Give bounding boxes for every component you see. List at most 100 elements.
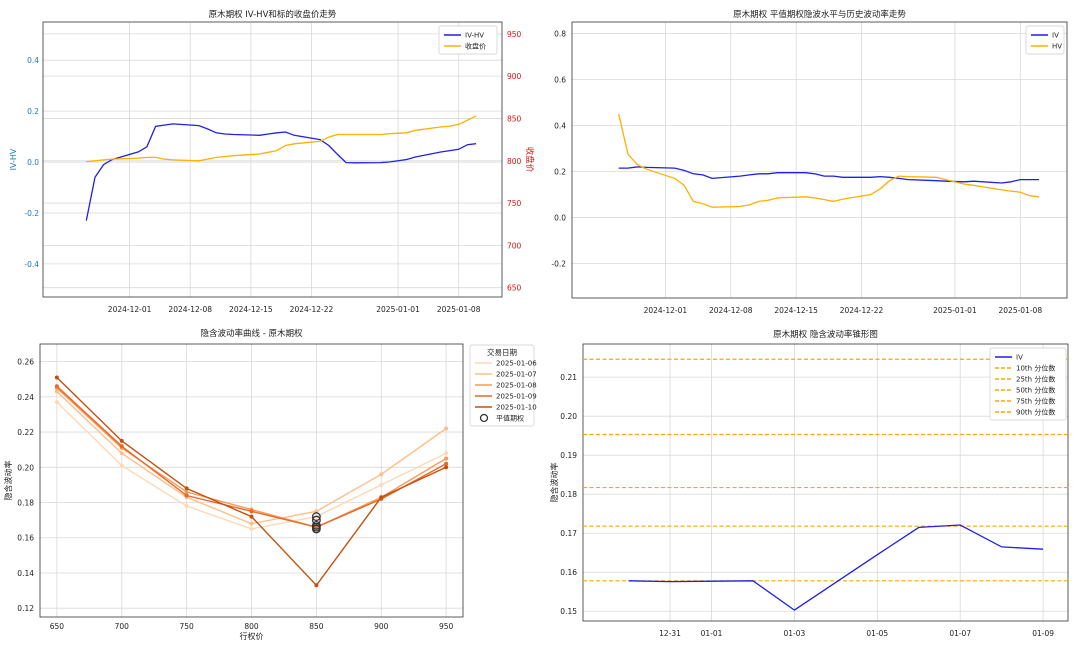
y-tick-label: 0.16 <box>560 568 577 577</box>
x-tick-label: 2024-12-15 <box>774 306 818 315</box>
smile-point <box>249 521 254 526</box>
legend-label: 2025-01-06 <box>496 360 537 368</box>
y-tick-label: 0.26 <box>17 358 34 367</box>
x-tick-label: 01-05 <box>866 629 888 638</box>
x-axis-label: 行权价 <box>240 631 264 641</box>
x-tick-label: 2024-12-01 <box>644 306 688 315</box>
legend-label: 90th 分位数 <box>1016 408 1055 417</box>
smile-point <box>249 514 254 519</box>
atm-marker <box>311 512 321 522</box>
y-axis-label: 隐含波动率 <box>549 463 559 503</box>
y-right-tick-label: 750 <box>507 199 522 208</box>
x-tick-label: 750 <box>179 622 194 631</box>
x-tick-label: 2024-12-08 <box>168 305 212 314</box>
legend-marker <box>479 413 489 423</box>
y-tick-label: 0.4 <box>554 122 566 131</box>
y-tick-label: 0.14 <box>17 569 34 578</box>
legend-box <box>438 25 498 55</box>
smile-point <box>444 456 449 461</box>
legend-label: 25th 分位数 <box>1016 375 1055 384</box>
series-line-iv <box>618 166 1039 184</box>
smile-point <box>379 482 384 487</box>
plot-frame <box>571 21 1068 299</box>
smile-point <box>184 486 189 491</box>
y-right-tick-label: 950 <box>507 30 522 39</box>
smile-point <box>119 451 124 456</box>
y-tick-label: 0.0 <box>554 214 566 223</box>
y-tick-label: 0.2 <box>27 107 39 116</box>
smile-point <box>379 472 384 477</box>
y-tick-label: 0.8 <box>554 30 566 39</box>
y-tick-label: -0.2 <box>24 209 39 218</box>
x-tick-label: 01-03 <box>784 629 806 638</box>
chart-title: 原木期权 隐含波动率锥形图 <box>773 329 878 340</box>
x-tick-label: 2024-12-22 <box>840 306 884 315</box>
y-tick-label: -0.2 <box>551 260 566 269</box>
y-tick-label: 0.20 <box>560 412 577 421</box>
y-tick-label: 0.15 <box>560 607 577 616</box>
y-tick-label: 0.19 <box>560 451 577 460</box>
series-line-hv <box>618 113 1040 208</box>
y-axis-label: IV-HV <box>9 148 18 170</box>
smile-point <box>54 389 59 394</box>
series-line-iv-hv <box>85 123 477 221</box>
y-right-tick-label: 850 <box>507 114 522 123</box>
smile-point <box>444 426 449 431</box>
series-line-close <box>86 115 477 163</box>
y-tick-label: 0.20 <box>17 463 34 472</box>
x-tick-label: 650 <box>50 622 65 631</box>
y-axis-label: 隐含波动率 <box>3 461 13 501</box>
x-tick-label: 2024-12-01 <box>108 305 152 314</box>
legend-label: 收盘价 <box>465 42 486 51</box>
legend-label: 2025-01-10 <box>496 404 537 412</box>
legend-box <box>1025 25 1065 55</box>
smile-point <box>314 583 319 588</box>
y-tick-label: 0.2 <box>554 168 566 177</box>
y-tick-label: 0.16 <box>17 534 34 543</box>
x-tick-label: 2024-12-08 <box>709 306 753 315</box>
x-tick-label: 800 <box>244 622 259 631</box>
x-tick-label: 2025-01-01 <box>376 305 420 314</box>
y-tick-label: -0.4 <box>24 260 39 269</box>
legend-box <box>989 347 1067 421</box>
x-tick-label: 950 <box>439 622 454 631</box>
y-right-axis-label: 收盘价 <box>524 147 535 173</box>
chart-title: 隐含波动率曲线 - 原木期权 <box>201 328 303 339</box>
smile-point <box>184 489 189 494</box>
series-line-iv <box>628 524 1044 611</box>
smile-point <box>314 525 319 530</box>
y-right-tick-label: 700 <box>507 241 522 250</box>
legend-label: IV-HV <box>465 32 484 40</box>
smile-point <box>184 493 189 498</box>
legend-label: HV <box>1052 43 1062 51</box>
chart-title: 原木期权 平值期权隐波水平与历史波动率走势 <box>733 9 906 20</box>
smile-point <box>119 438 124 443</box>
smile-point <box>184 504 189 509</box>
legend-label: 75th 分位数 <box>1016 397 1055 406</box>
legend-label: 2025-01-09 <box>496 393 537 401</box>
smile-point <box>54 384 59 389</box>
smile-point <box>379 495 384 500</box>
smile-point <box>444 465 449 470</box>
smile-point <box>119 463 124 468</box>
legend-label: IV <box>1052 32 1059 40</box>
x-tick-label: 2025-01-08 <box>999 306 1043 315</box>
legend-label: IV <box>1016 354 1023 362</box>
x-tick-label: 850 <box>309 622 324 631</box>
x-tick-label: 12-31 <box>659 629 681 638</box>
panel-iv-vs-hv: -0.2 0.0 0.2 0.4 0.6 0.8 2024-12-01 2024-12-08 2… <box>551 9 1068 315</box>
smile-point <box>54 375 59 380</box>
smile-point <box>54 400 59 405</box>
plot-frame <box>42 21 503 298</box>
legend-label: 10th 分位数 <box>1016 364 1055 373</box>
x-tick-label: 2025-01-01 <box>933 306 977 315</box>
legend-box <box>469 344 535 427</box>
x-tick-label: 01-07 <box>949 629 971 638</box>
atm-marker <box>311 522 321 532</box>
panel-vol-smile: 0.12 0.14 0.16 0.18 0.20 0.22 0.24 0.26 650 700 75… <box>3 328 537 641</box>
y-tick-label: 0.18 <box>560 490 577 499</box>
y-right-tick-label: 650 <box>507 284 522 293</box>
x-tick-label: 01-09 <box>1032 629 1054 638</box>
y-tick-label: 0.24 <box>17 393 34 402</box>
panel-iv-hv-close: -0.4 -0.2 0.0 0.2 0.4 650 700 750 800 850 900 950 20… <box>9 9 535 314</box>
